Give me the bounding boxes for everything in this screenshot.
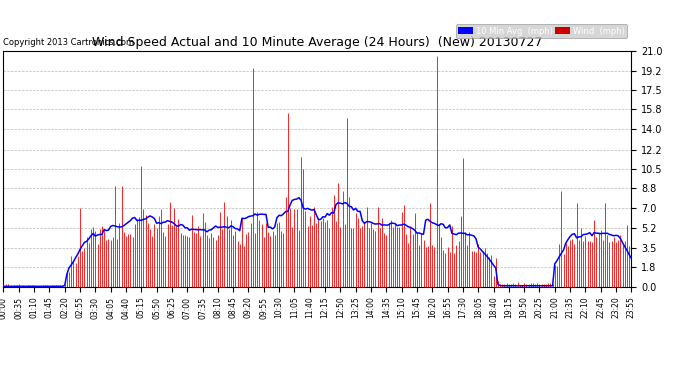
Legend: 10 Min Avg  (mph), Wind  (mph): 10 Min Avg (mph), Wind (mph)	[456, 24, 627, 38]
Title: Wind Speed Actual and 10 Minute Average (24 Hours)  (New) 20130727: Wind Speed Actual and 10 Minute Average …	[92, 36, 542, 50]
Text: Copyright 2013 Cartronics.com: Copyright 2013 Cartronics.com	[3, 38, 135, 46]
